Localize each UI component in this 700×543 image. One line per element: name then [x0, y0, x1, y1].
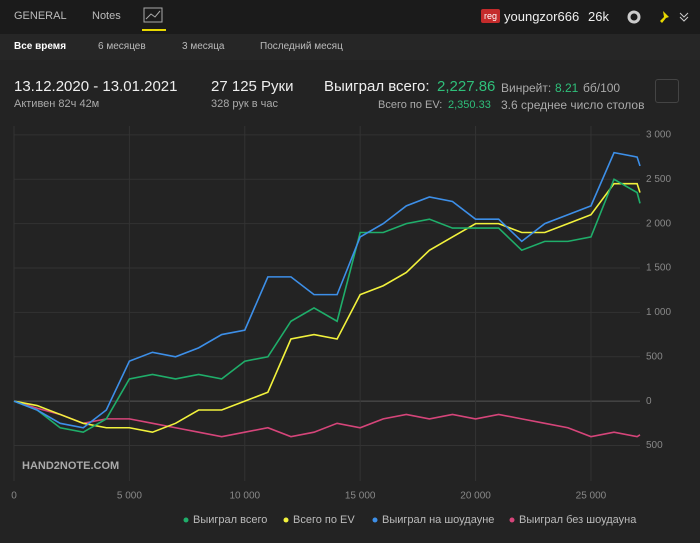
tab-general[interactable]: GENERAL	[14, 10, 67, 22]
reg-badge: reg	[481, 9, 501, 23]
tables: 3.6 среднее число столов	[501, 98, 645, 112]
period-tab[interactable]: 3 месяца	[182, 41, 225, 52]
y-tick-label: 1 500	[646, 263, 671, 274]
x-tick-label: 5 000	[117, 491, 142, 502]
y-tick-label: 500	[646, 351, 663, 362]
tab-graph[interactable]	[142, 6, 166, 32]
x-tick-label: 20 000	[460, 491, 491, 502]
legend-label: Выиграл на шоудауне	[382, 514, 494, 526]
settings-button[interactable]	[655, 79, 679, 103]
watermark: HAND2NOTE.COM	[22, 460, 120, 472]
rate: 328 рук в час	[211, 98, 279, 110]
x-tick-label: 0	[11, 491, 17, 502]
username[interactable]: youngzor666	[504, 9, 580, 24]
series-line	[13, 151, 641, 429]
y-tick-label: 2 000	[646, 218, 671, 229]
y-tick-label: 1 000	[646, 307, 671, 318]
series-line	[13, 182, 641, 434]
legend-label: Всего по EV	[293, 514, 355, 526]
x-tick-label: 10 000	[229, 491, 260, 502]
series-line	[13, 178, 641, 434]
ev-value: 2,350.33	[448, 99, 491, 111]
hands: 27 125 Руки	[211, 78, 294, 95]
x-tick-label: 25 000	[576, 491, 607, 502]
active: Активен 82ч 42м	[14, 98, 100, 110]
period-tab[interactable]: 6 месяцев	[98, 41, 146, 52]
legend-swatch	[283, 517, 289, 523]
x-tick-label: 15 000	[345, 491, 376, 502]
balance: 26k	[588, 9, 609, 24]
y-tick-label: 3 000	[646, 130, 671, 141]
toolbar-icons[interactable]	[626, 9, 692, 25]
tab-notes[interactable]: Notes	[92, 10, 121, 22]
top-bar	[0, 0, 700, 34]
legend-label: Выиграл без шоудауна	[519, 514, 637, 526]
won-value: 2,227.86	[437, 78, 496, 95]
y-tick-label: 500	[646, 440, 663, 451]
series-line	[13, 400, 641, 438]
legend-label: Выиграл всего	[193, 514, 267, 526]
period-bar	[0, 34, 700, 60]
y-tick-label: 0	[646, 396, 652, 407]
y-tick-label: 2 500	[646, 174, 671, 185]
legend-swatch	[183, 517, 189, 523]
won-label: Выиграл всего:	[324, 78, 430, 95]
winrate-unit: бб/100	[583, 81, 621, 95]
legend-swatch	[372, 517, 378, 523]
dates: 13.12.2020 - 13.01.2021	[14, 78, 178, 95]
ev-label: Всего по EV:	[378, 99, 443, 111]
period-tab[interactable]: Все время	[14, 41, 67, 52]
winrate-label: Винрейт:	[501, 81, 552, 95]
period-tab[interactable]: Последний месяц	[260, 41, 343, 52]
legend-swatch	[509, 517, 515, 523]
winrate-value: 8.21	[555, 81, 579, 95]
chart: 500 0 500 1 000 1 500 2 000 2 500 3 000 0 5 000 10…	[11, 126, 671, 526]
